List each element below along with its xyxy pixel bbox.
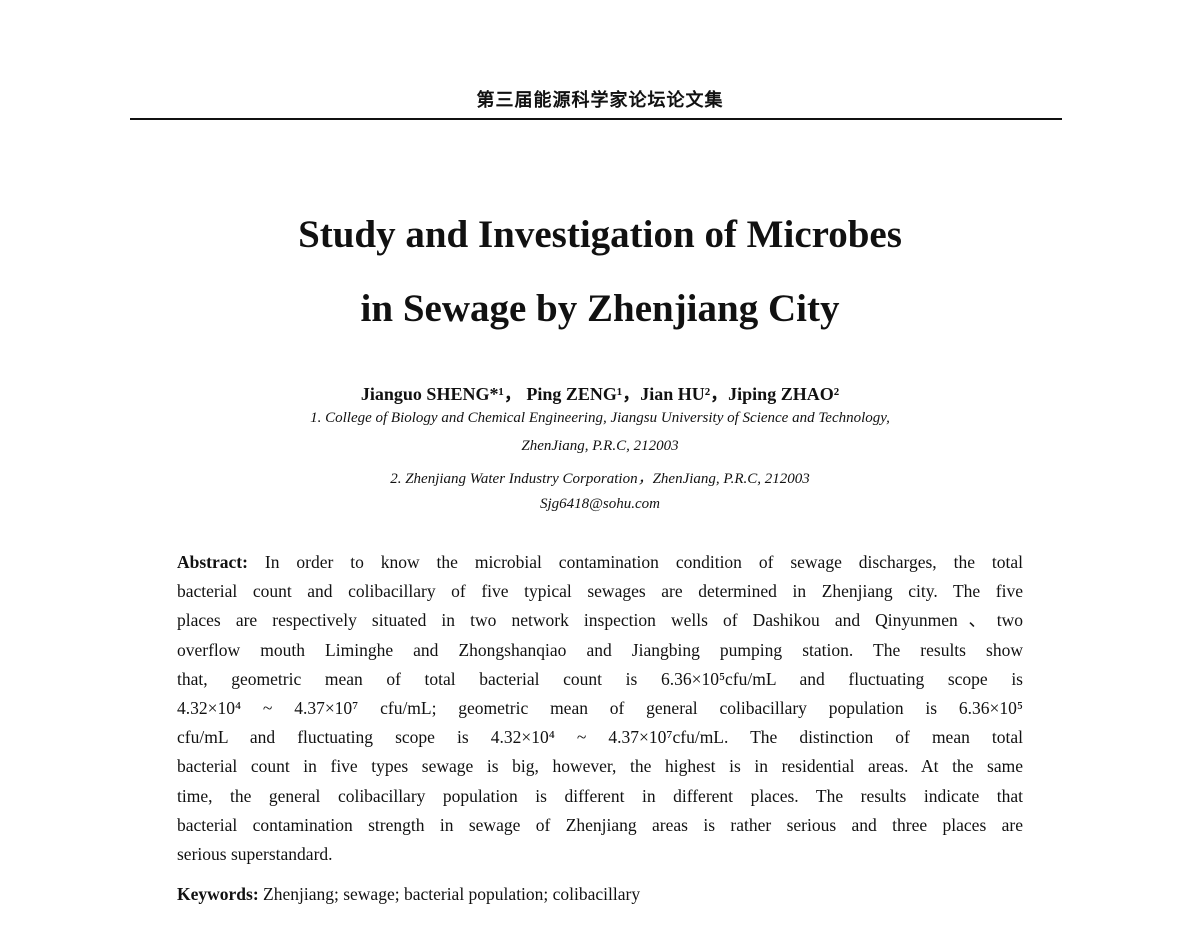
abstract-line: places are respectively situated in two … bbox=[177, 610, 1023, 631]
abstract-line: serious superstandard. bbox=[177, 843, 333, 864]
affiliation-1-city: ZhenJiang, P.R.C, 212003 bbox=[521, 438, 679, 454]
title-line-1: Study and Investigation of Microbes bbox=[298, 213, 902, 256]
authors: Jianguo SHENG*¹， Ping ZENG¹，Jian HU²，Jip… bbox=[360, 384, 840, 404]
abstract-text: In order to know the microbial contamina… bbox=[247, 552, 1023, 572]
abstract-line: cfu/mL and fluctuating scope is 4.32×10⁴… bbox=[177, 727, 1023, 748]
affiliation-2: 2. Zhenjiang Water Industry Corporation，… bbox=[390, 471, 810, 487]
affiliation-1: 1. College of Biology and Chemical Engin… bbox=[310, 410, 890, 426]
abstract-line: bacterial count in five types sewage is … bbox=[177, 756, 1023, 777]
running-header: 第三届能源科学家论坛论文集 bbox=[476, 90, 724, 111]
title-line-2: in Sewage by Zhenjiang City bbox=[360, 287, 840, 330]
abstract-line: 4.32×10⁴ ~ 4.37×10⁷ cfu/mL; geometric me… bbox=[177, 697, 1023, 718]
keywords: Keywords: Zhenjiang; sewage; bacterial p… bbox=[177, 884, 640, 905]
keywords-label: Keywords: bbox=[177, 884, 259, 904]
abstract-label: Abstract: bbox=[177, 552, 248, 572]
abstract-line: bacterial contamination strength in sewa… bbox=[177, 814, 1023, 835]
abstract-line: time, the general colibacillary populati… bbox=[177, 785, 1023, 806]
abstract-line: that, geometric mean of total bacterial … bbox=[177, 668, 1023, 689]
header-rule bbox=[130, 118, 1062, 120]
abstract-line: overflow mouth Liminghe and Zhongshanqia… bbox=[177, 639, 1023, 660]
keywords-text: Zhenjiang; sewage; bacterial population;… bbox=[258, 884, 641, 904]
abstract: Abstract: In order to know the microbial… bbox=[177, 548, 1023, 869]
author-email: Sjg6418@sohu.com bbox=[539, 496, 661, 512]
abstract-line: bacterial count and colibacillary of fiv… bbox=[177, 581, 1023, 602]
abstract-line: Abstract: In order to know the microbial… bbox=[177, 548, 1023, 577]
